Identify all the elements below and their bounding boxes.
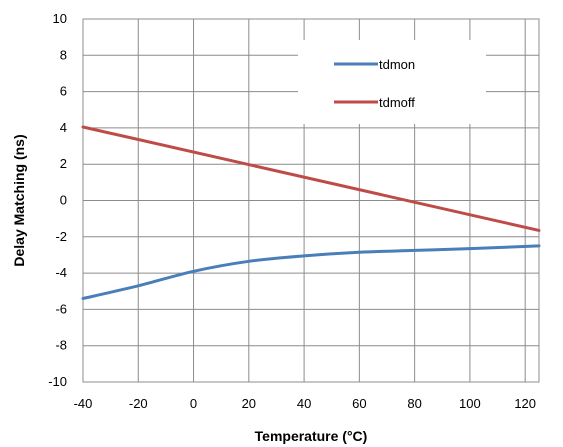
x-tick-label: 60 xyxy=(352,396,366,411)
y-tick-label: -10 xyxy=(48,374,67,389)
legend-background xyxy=(298,40,486,124)
x-tick-label: 80 xyxy=(407,396,421,411)
y-tick-label: 4 xyxy=(60,120,67,135)
y-axis-title: Delay Matching (ns) xyxy=(11,134,27,266)
series-line-tdmoff xyxy=(81,125,541,232)
y-tick-label: 0 xyxy=(60,193,67,208)
y-axis-ticks: -10 -8 -6 -4 -2 0 2 4 6 8 10 xyxy=(48,11,67,389)
series-line-tdmon xyxy=(81,244,541,301)
x-axis-title: Temperature (°C) xyxy=(255,428,368,444)
y-tick-label: 6 xyxy=(60,84,67,99)
y-tick-label: 2 xyxy=(60,156,67,171)
x-tick-label: 100 xyxy=(459,396,481,411)
y-tick-label: -8 xyxy=(55,338,67,353)
x-tick-label: 0 xyxy=(190,396,197,411)
y-tick-label: -6 xyxy=(55,301,67,316)
x-tick-label: 40 xyxy=(297,396,311,411)
legend-label-tdmon: tdmon xyxy=(379,57,415,72)
x-tick-label: 20 xyxy=(242,396,256,411)
x-tick-label: 120 xyxy=(514,396,536,411)
plot-border xyxy=(82,18,540,383)
y-tick-label: 8 xyxy=(60,47,67,62)
legend-label-tdmoff: tdmoff xyxy=(379,95,415,110)
x-axis-ticks: -40 -20 0 20 40 60 80 100 120 xyxy=(74,396,536,411)
x-tick-label: -40 xyxy=(74,396,93,411)
y-tick-label: -4 xyxy=(55,265,67,280)
y-tick-label: -2 xyxy=(55,229,67,244)
x-tick-label: -20 xyxy=(129,396,148,411)
series-group xyxy=(81,125,541,301)
y-tick-label: 10 xyxy=(53,11,67,26)
legend: tdmon tdmoff xyxy=(298,40,486,124)
